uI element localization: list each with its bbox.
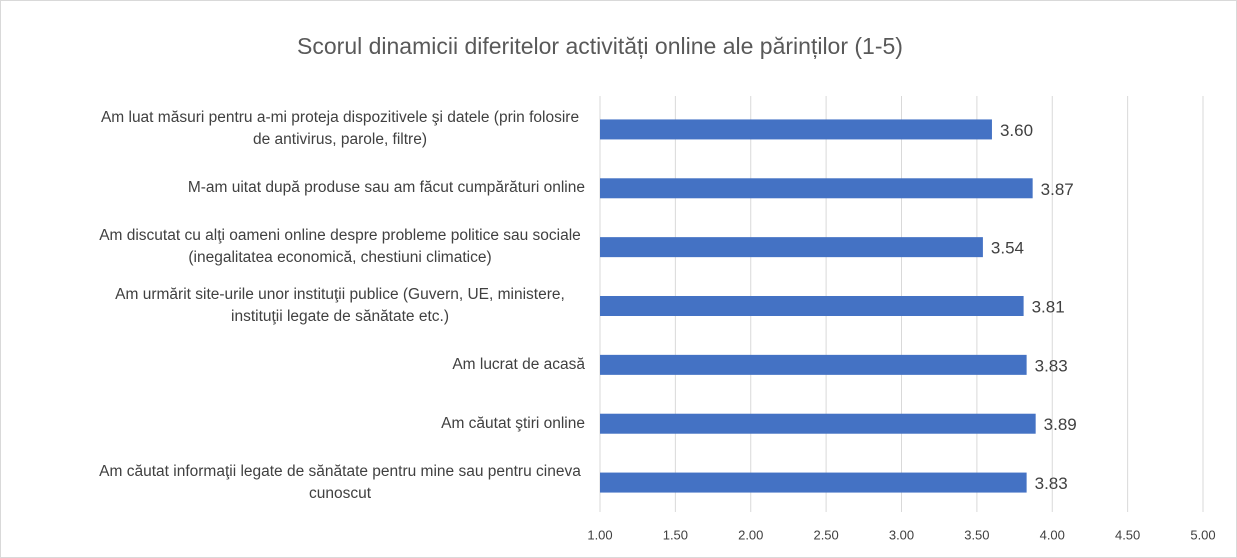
y-tick-label: M-am uitat după produse sau am făcut cum… — [187, 179, 585, 197]
bar — [600, 354, 1027, 375]
x-tick-label: 2.00 — [738, 527, 763, 542]
data-label: 3.83 — [1035, 356, 1068, 375]
x-tick-label: 5.00 — [1190, 527, 1215, 542]
bar — [600, 178, 1033, 199]
category-label-box: Am lucrat de acasă — [452, 340, 585, 390]
data-label: 3.89 — [1044, 415, 1077, 434]
x-tick-label: 1.50 — [663, 527, 688, 542]
data-label: 3.81 — [1032, 297, 1065, 316]
y-tick-label: Am căutat informaţii legate de sănătate … — [99, 462, 581, 502]
x-tick-label: 4.50 — [1115, 527, 1140, 542]
y-tick-label: Am urmărit site-urile unor instituţii pu… — [115, 286, 565, 325]
data-label: 3.54 — [991, 239, 1024, 258]
category-label-box: Am luat măsuri pentru a-mi proteja dispo… — [95, 104, 585, 154]
y-tick-label: Am luat măsuri pentru a-mi proteja dispo… — [100, 109, 580, 149]
bar — [600, 413, 1036, 434]
data-label: 3.60 — [1000, 121, 1033, 140]
data-label: 3.87 — [1041, 180, 1074, 199]
y-tick-label: Am discutat cu alţi oameni online despre… — [99, 227, 581, 267]
y-tick-label: Am căutat ştiri online — [441, 414, 585, 432]
category-label-box: M-am uitat după produse sau am făcut cum… — [188, 163, 585, 213]
y-tick-label: Am lucrat de acasă — [452, 355, 585, 373]
category-label-box: Am căutat ştiri online — [441, 399, 585, 449]
category-label-box: Am căutat informaţii legate de sănătate … — [95, 458, 585, 508]
x-tick-label: 1.00 — [587, 527, 612, 542]
x-tick-label: 3.50 — [964, 527, 989, 542]
x-tick-label: 4.00 — [1040, 527, 1065, 542]
bar — [600, 237, 983, 258]
data-label: 3.83 — [1035, 474, 1068, 493]
x-tick-label: 3.00 — [889, 527, 914, 542]
chart-title: Scorul dinamicii diferitelor activități … — [297, 33, 903, 59]
bar — [600, 119, 992, 140]
x-tick-label: 2.50 — [813, 527, 838, 542]
category-label-box: Am discutat cu alţi oameni online despre… — [95, 222, 585, 272]
category-label-box: Am urmărit site-urile unor instituţii pu… — [95, 281, 585, 331]
bar — [600, 472, 1027, 493]
bar — [600, 296, 1024, 316]
